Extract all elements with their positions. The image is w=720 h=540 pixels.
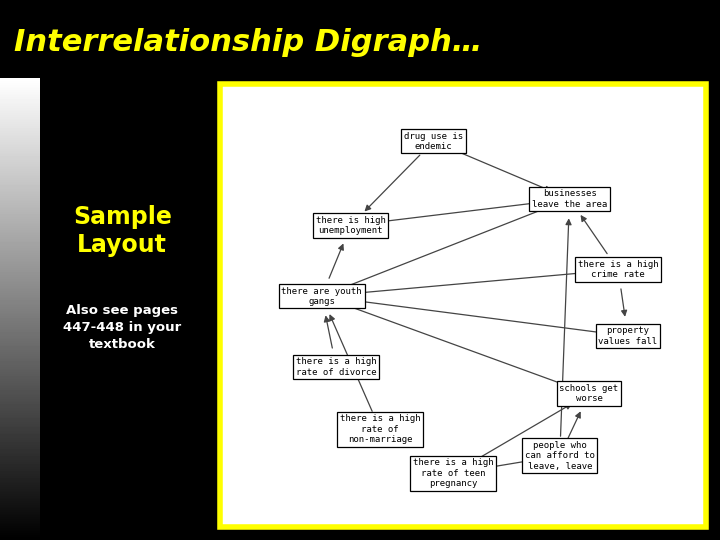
- Text: Also see pages
447-448 in your
textbook: Also see pages 447-448 in your textbook: [63, 304, 181, 351]
- Text: businesses
leave the area: businesses leave the area: [532, 189, 607, 208]
- Text: Sample
Layout: Sample Layout: [73, 205, 171, 256]
- FancyBboxPatch shape: [220, 84, 706, 526]
- Text: people who
can afford to
leave, leave: people who can afford to leave, leave: [525, 441, 595, 470]
- Text: drug use is
endemic: drug use is endemic: [404, 132, 463, 151]
- Text: property
values fall: property values fall: [598, 326, 657, 346]
- Text: there are youth
gangs: there are youth gangs: [282, 287, 362, 306]
- Text: there is a high
rate of divorce: there is a high rate of divorce: [296, 357, 377, 377]
- Text: there is high
unemployment: there is high unemployment: [316, 215, 386, 235]
- Text: there is a high
crime rate: there is a high crime rate: [578, 260, 658, 279]
- Text: there is a high
rate of teen
pregnancy: there is a high rate of teen pregnancy: [413, 458, 493, 488]
- Text: there is a high
rate of
non-marriage: there is a high rate of non-marriage: [340, 414, 420, 444]
- Text: schools get
worse: schools get worse: [559, 384, 618, 403]
- Text: Interrelationship Digraph…: Interrelationship Digraph…: [14, 28, 483, 57]
